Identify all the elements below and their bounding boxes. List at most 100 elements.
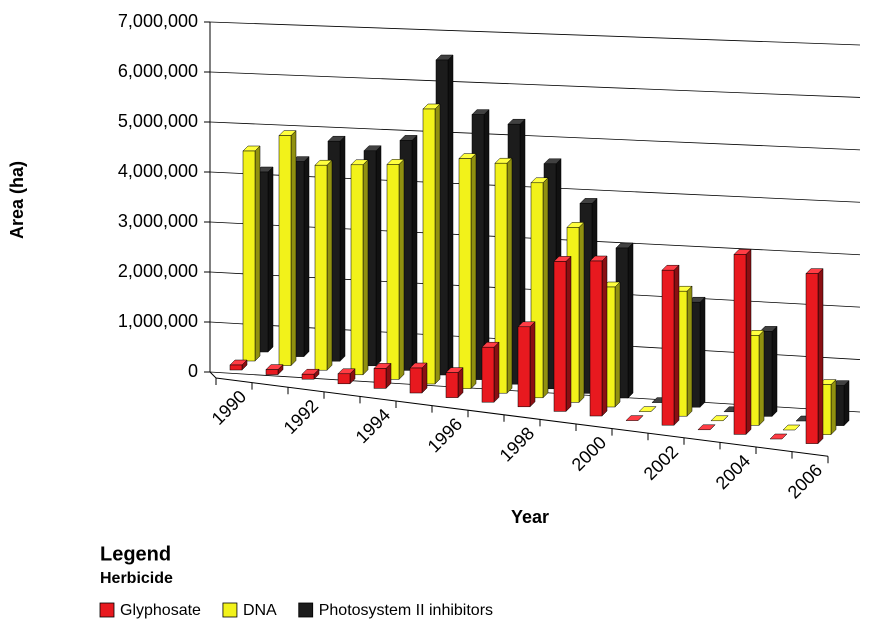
y-axis-title: Area (ha) [7, 161, 27, 239]
bar-front [278, 135, 292, 366]
bar-front [517, 326, 531, 408]
bar-side [447, 54, 454, 376]
bar-side [565, 255, 572, 413]
bar-front [337, 373, 351, 385]
x-tick-label: 2002 [640, 442, 682, 484]
bar-side [411, 134, 418, 372]
bar-side [614, 281, 621, 408]
bar-side [673, 264, 680, 426]
bar-side [362, 159, 369, 376]
y-tick-label: 6,000,000 [118, 61, 198, 81]
x-axis [215, 377, 829, 457]
bar [710, 415, 729, 422]
bar-side [506, 157, 513, 394]
bar-side [758, 329, 765, 427]
x-tick-label: 1994 [352, 405, 394, 447]
bar [481, 341, 500, 403]
bar [229, 359, 248, 371]
bar-front [314, 164, 328, 371]
bar [782, 424, 801, 431]
bar-front [733, 254, 747, 435]
bar [265, 363, 284, 376]
y-tick-label: 3,000,000 [118, 211, 198, 231]
bar-side [290, 129, 297, 367]
bar [638, 406, 657, 412]
x-tick-label: 2004 [712, 451, 754, 493]
bar-side [601, 255, 608, 417]
x-tick-label: 1996 [424, 414, 466, 456]
bar-front [589, 260, 603, 417]
bar-side [686, 285, 693, 417]
bar-side [627, 242, 634, 399]
bar [314, 159, 333, 371]
bar-front [265, 369, 279, 375]
bar [409, 362, 428, 394]
grid-line [209, 21, 861, 46]
bar [805, 267, 824, 445]
bar [445, 366, 464, 399]
grid-line [209, 121, 861, 151]
bar-side [830, 378, 837, 436]
bar [661, 264, 680, 426]
bar [458, 152, 477, 390]
bar-side [267, 166, 274, 353]
bar-side [483, 108, 490, 381]
bar [697, 424, 716, 431]
bar-top [638, 406, 657, 412]
bar [422, 103, 441, 385]
legend-swatch [99, 602, 115, 618]
bar-front [494, 162, 508, 394]
bar-front [458, 158, 472, 389]
bar-front [229, 364, 243, 371]
bar-side [434, 103, 441, 385]
bar-top [710, 415, 729, 422]
bar [517, 321, 536, 408]
legend-label: DNA [243, 602, 277, 619]
legend-label: Glyphosate [120, 602, 201, 619]
bar [301, 368, 320, 380]
bar-side [843, 379, 850, 427]
bar-front [242, 150, 256, 362]
grid-line [209, 71, 861, 98]
y-tick-label: 4,000,000 [118, 161, 198, 181]
bar-top [697, 424, 716, 431]
x-tick-label: 1998 [496, 423, 538, 465]
bar-front [661, 269, 675, 426]
bar-side [542, 177, 549, 399]
y-tick-label: 1,000,000 [118, 311, 198, 331]
legend-swatch [222, 602, 238, 618]
x-tick-label: 2006 [784, 460, 826, 502]
bar [553, 255, 572, 413]
y-tick-label: 0 [188, 361, 198, 381]
legend-subtitle: Herbicide [100, 570, 173, 587]
bar [373, 362, 392, 390]
bar [625, 415, 644, 421]
bar-front [350, 164, 364, 376]
bar-side [493, 341, 500, 403]
bar-side [745, 248, 752, 436]
legend-title: Legend [100, 543, 171, 565]
legend-label: Photosystem II inhibitors [319, 602, 493, 619]
bar-top [769, 433, 788, 440]
bar-front [481, 346, 495, 403]
bar-front [422, 108, 436, 385]
bar-top [782, 424, 801, 431]
bar-side [375, 145, 382, 367]
bar-front [445, 372, 459, 398]
bar-side [254, 145, 261, 362]
y-tick-label: 2,000,000 [118, 261, 198, 281]
bar-front [386, 164, 400, 380]
bar [337, 368, 356, 385]
bar-side [699, 296, 706, 408]
bar [494, 157, 513, 394]
bar [386, 158, 405, 381]
bar-top [625, 415, 644, 421]
bar-front [805, 273, 819, 444]
legend-swatch [298, 602, 314, 618]
bar-side [771, 325, 778, 418]
bar [278, 129, 297, 367]
bar-side [470, 152, 477, 390]
x-axis [209, 371, 217, 379]
bar-side [529, 321, 536, 408]
